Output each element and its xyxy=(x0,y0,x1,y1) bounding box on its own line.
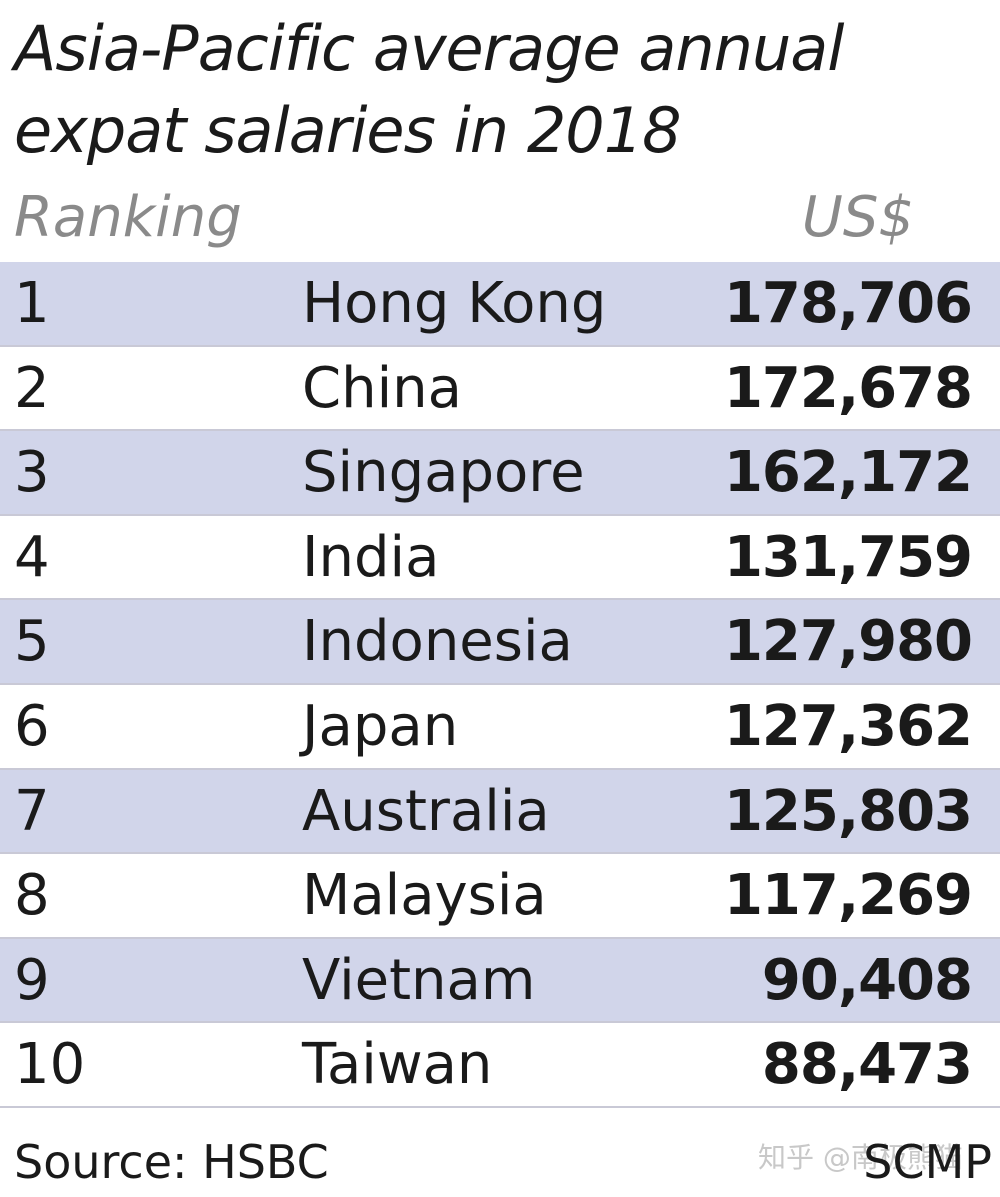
rank-cell: 4 xyxy=(14,524,50,590)
table-row: 10 Taiwan 88,473 xyxy=(0,1023,1000,1108)
salary-value-cell: 131,759 xyxy=(723,524,973,590)
table-row: 6 Japan 127,362 xyxy=(0,685,1000,770)
country-cell: Australia xyxy=(302,778,550,844)
salary-value-cell: 172,678 xyxy=(723,355,973,421)
country-cell: Hong Kong xyxy=(302,271,607,336)
salary-value-cell: 178,706 xyxy=(723,271,973,336)
column-header-usd: US$ xyxy=(801,185,914,250)
salary-value-cell: 88,473 xyxy=(761,1032,973,1098)
salary-value-cell: 90,408 xyxy=(761,947,973,1013)
table-row: 8 Malaysia 117,269 xyxy=(0,854,1000,939)
rank-cell: 3 xyxy=(14,440,50,506)
country-cell: China xyxy=(302,355,462,421)
salary-value-cell: 125,803 xyxy=(723,778,973,844)
rank-cell: 10 xyxy=(14,1032,86,1098)
country-cell: Singapore xyxy=(302,440,585,506)
country-cell: Malaysia xyxy=(302,863,547,929)
salary-table: 1 Hong Kong 178,706 2 China 172,678 3 Singapore… xyxy=(0,262,1000,1108)
rank-cell: 5 xyxy=(14,609,50,675)
country-cell: Taiwan xyxy=(302,1032,493,1098)
table-row: 9 Vietnam 90,408 xyxy=(0,938,1000,1024)
chart-title: Asia-Pacific average annual expat salari… xyxy=(14,12,844,167)
rank-cell: 6 xyxy=(14,693,50,759)
table-row: 4 India 131,759 xyxy=(0,516,1000,601)
column-header-ranking: Ranking xyxy=(14,185,242,250)
salary-value-cell: 127,980 xyxy=(723,609,973,675)
table-row: 5 Indonesia 127,980 xyxy=(0,600,1000,685)
country-cell: Japan xyxy=(302,693,459,759)
source-note: Source: HSBC xyxy=(14,1135,329,1189)
salary-value-cell: 162,172 xyxy=(723,440,973,506)
table-row: 2 China 172,678 xyxy=(0,347,1000,432)
rank-cell: 7 xyxy=(14,778,50,844)
credit-logo: SCMP xyxy=(863,1135,992,1189)
country-cell: Vietnam xyxy=(302,947,536,1013)
rank-cell: 1 xyxy=(14,271,50,336)
rank-cell: 2 xyxy=(14,355,50,421)
salary-value-cell: 127,362 xyxy=(723,693,973,759)
table-row: 1 Hong Kong 178,706 xyxy=(0,262,1000,347)
rank-cell: 8 xyxy=(14,863,50,929)
table-row: 3 Singapore 162,172 xyxy=(0,431,1000,516)
country-cell: Indonesia xyxy=(302,609,573,675)
watermark: 知乎 @南极熊猫 xyxy=(758,1141,963,1174)
table-row: 7 Australia 125,803 xyxy=(0,769,1000,855)
salary-value-cell: 117,269 xyxy=(723,863,973,929)
rank-cell: 9 xyxy=(14,947,50,1013)
country-cell: India xyxy=(302,524,440,590)
